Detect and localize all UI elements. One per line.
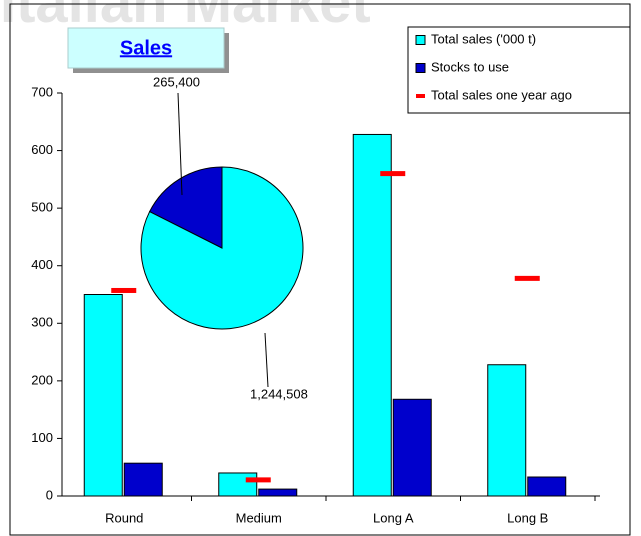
last-year-marker (111, 287, 137, 293)
y-tick-label: 200 (31, 372, 53, 387)
x-tick-label: Medium (236, 510, 282, 525)
leader-line (177, 92, 183, 196)
bar (527, 476, 567, 497)
legend (407, 26, 631, 114)
y-tick-label: 0 (46, 487, 53, 502)
sales-button-label[interactable]: Sales (120, 37, 172, 59)
y-tick-label: 500 (31, 200, 53, 215)
y-tick-label: 600 (31, 142, 53, 157)
sales-button[interactable] (67, 27, 225, 69)
bar (352, 133, 392, 497)
pie-label: 265,400 (153, 74, 200, 89)
legend-swatch (416, 94, 425, 98)
y-tick-label: 400 (31, 257, 53, 272)
x-tick-label: Round (105, 510, 143, 525)
pie-slice (148, 166, 223, 249)
bar (258, 488, 298, 497)
bar (123, 462, 163, 497)
bar (487, 364, 527, 497)
legend-swatch (415, 35, 426, 45)
y-tick-label: 300 (31, 315, 53, 330)
y-tick-label: 100 (31, 430, 53, 445)
last-year-marker (514, 275, 540, 281)
legend-swatch (415, 63, 426, 73)
legend-label: Total sales ('000 t) (431, 31, 536, 46)
bar (218, 472, 258, 497)
x-tick-label: Long B (507, 510, 548, 525)
leader-line (264, 332, 269, 388)
plot-frame (9, 3, 631, 536)
y-tick-label: 700 (31, 84, 53, 99)
x-tick-label: Long A (373, 510, 414, 525)
bar (392, 398, 432, 497)
legend-label: Total sales one year ago (431, 87, 572, 102)
last-year-marker (380, 171, 406, 177)
pie-label: 1,244,508 (250, 386, 308, 401)
last-year-marker (245, 477, 271, 483)
bar (83, 294, 123, 497)
legend-label: Stocks to use (431, 59, 509, 74)
